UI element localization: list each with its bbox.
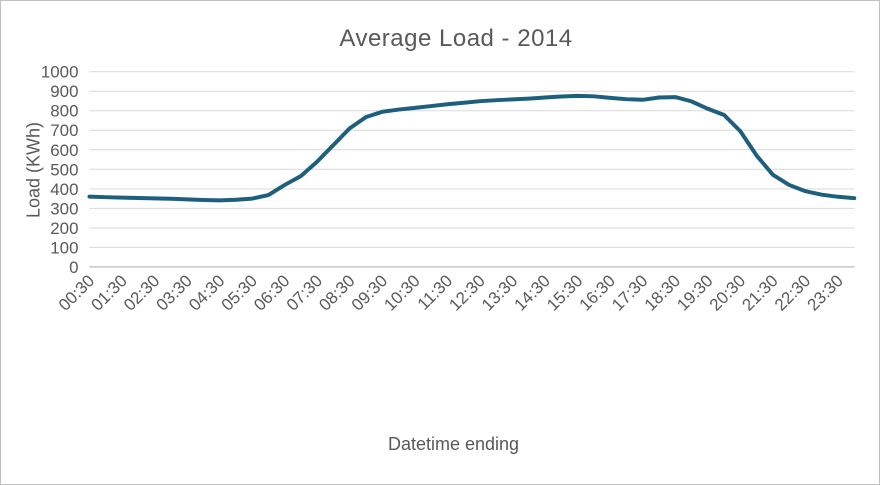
x-tick-label: 22:30 — [771, 271, 814, 314]
x-tick-label: 09:30 — [348, 271, 391, 314]
x-tick-label: 15:30 — [543, 271, 586, 314]
y-tick-label: 900 — [50, 82, 78, 101]
x-tick-label: 10:30 — [380, 271, 423, 314]
y-tick-label: 500 — [50, 160, 78, 179]
x-tick-label: 03:30 — [153, 271, 196, 314]
x-tick-label: 04:30 — [185, 271, 228, 314]
x-tick-label: 20:30 — [706, 271, 749, 314]
y-tick-label: 100 — [50, 238, 78, 257]
x-tick-label: 16:30 — [576, 271, 619, 314]
y-tick-label: 800 — [50, 102, 78, 121]
chart-title: Average Load - 2014 — [339, 25, 573, 52]
y-tick-label: 0 — [69, 258, 78, 277]
x-tick-label: 08:30 — [315, 271, 358, 314]
gridlines — [89, 71, 855, 268]
x-tick-label: 06:30 — [250, 271, 293, 314]
y-tick-label: 200 — [50, 219, 78, 238]
x-tick-label: 19:30 — [673, 271, 716, 314]
x-tick-label: 13:30 — [478, 271, 521, 314]
y-tick-label: 1000 — [41, 63, 79, 82]
x-tick-label: 21:30 — [738, 271, 781, 314]
x-tick-label: 18:30 — [641, 271, 684, 314]
x-axis-title: Datetime ending — [387, 434, 520, 454]
y-tick-label: 600 — [50, 141, 78, 160]
y-tick-label: 300 — [50, 199, 78, 218]
x-tick-label: 07:30 — [283, 271, 326, 314]
x-tick-label: 00:30 — [55, 271, 98, 314]
x-tick-label: 14:30 — [511, 271, 554, 314]
x-tick-label: 17:30 — [608, 271, 651, 314]
x-tick-label: 01:30 — [87, 271, 130, 314]
x-axis-ticks: 00:3001:3002:3003:3004:3005:3006:3007:30… — [55, 271, 847, 314]
x-tick-label: 23:30 — [803, 271, 846, 314]
y-tick-label: 400 — [50, 180, 78, 199]
y-tick-label: 700 — [50, 121, 78, 140]
x-tick-label: 11:30 — [414, 271, 456, 313]
x-tick-label: 02:30 — [120, 271, 163, 314]
x-tick-label: 05:30 — [218, 271, 261, 314]
x-tick-label: 12:30 — [445, 271, 488, 314]
series-line — [87, 93, 857, 203]
